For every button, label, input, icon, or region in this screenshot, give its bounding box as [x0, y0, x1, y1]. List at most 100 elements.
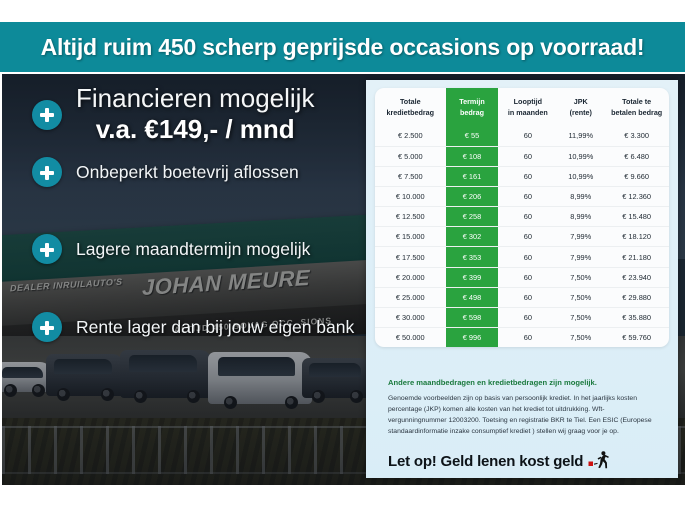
table-cell: € 2.500 [375, 126, 446, 147]
table-cell: € 23.940 [604, 267, 669, 288]
header-line-1: Totale [399, 97, 421, 106]
header-line-1: Termijn [459, 97, 485, 106]
table-cell: 60 [523, 333, 532, 343]
table-cell: € 55 [445, 126, 499, 147]
table-cell: € 206 [445, 186, 499, 208]
table-cell: € 10.000 [375, 186, 446, 208]
table-cell: 8,99% [557, 186, 605, 208]
table-cell: € 3.300 [604, 126, 669, 147]
table-cell: € 29.880 [604, 287, 669, 309]
header-line-1: JPK [573, 97, 588, 106]
table-cell: 60 [498, 226, 558, 248]
table-cell: € 161 [445, 166, 499, 187]
table-cell: € 598 [445, 307, 499, 329]
table-row: € 30.000 € 598 60 7,50% € 35.880 [375, 307, 669, 329]
table-row: € 2.500 € 55 60 11,99% € 3.300 [375, 126, 669, 147]
hero-line-2: v.a. €149,- / mnd [95, 113, 295, 144]
table-cell: € 21.180 [604, 246, 669, 268]
table-cell: € 12.500 [375, 206, 446, 228]
table-row: € 7.500 € 161 60 10,99% € 9.660 [375, 166, 669, 187]
header-line-2: in maanden [507, 108, 548, 118]
benefit-item-rente-lager: Rente lager dan bij jouw eigen bank [32, 312, 354, 342]
table-cell: 60 [498, 206, 558, 228]
table-cell: 60 [498, 186, 558, 208]
column-header-jpk: JPK (rente) [557, 88, 604, 126]
table-cell: 60 [498, 166, 558, 187]
table-cell: € 30.000 [375, 307, 446, 329]
table-row: € 50.000 € 996 60 7,50% € 59.760 [375, 327, 669, 348]
benefit-label: Onbeperkt boetevrij aflossen [76, 161, 299, 182]
hero-lines: Financieren mogelijk v.a. €149,- / mnd [76, 84, 314, 145]
benefit-item-onbeperkt-aflossen: Onbeperkt boetevrij aflossen [32, 157, 299, 187]
table-row: € 5.000 € 108 60 10,99% € 6.480 [375, 146, 669, 167]
table-cell: € 15.000 [375, 226, 446, 248]
table-cell: 7,50% [570, 333, 592, 343]
column-header-totale-kredietbedrag: Totale kredietbedrag [375, 88, 446, 126]
table-cell: 60 [498, 126, 558, 147]
plus-circle-icon [32, 312, 62, 342]
rate-table: Totale kredietbedrag Termijn bedrag Loop… [375, 88, 669, 348]
table-cell: 60 [498, 307, 558, 329]
column-header-looptijd: Looptijd in maanden [498, 88, 557, 126]
table-cell: 60 [498, 287, 558, 309]
credit-warning-text: Let op! Geld lenen kost geld [388, 452, 584, 470]
benefits-list: Onbeperkt boetevrij aflossen Lagere maan… [0, 0, 370, 411]
table-cell: € 59.760 [622, 333, 652, 343]
table-row: € 12.500 € 258 60 8,99% € 15.480 [375, 206, 669, 228]
running-man-icon [588, 451, 610, 469]
table-cell: € 5.000 [375, 146, 446, 167]
benefit-label: Lagere maandtermijn mogelijk [76, 238, 311, 259]
table-cell: 7,99% [557, 246, 605, 268]
table-cell: 7,50% [557, 307, 605, 329]
table-cell: € 15.480 [604, 206, 669, 228]
table-row: € 20.000 € 399 60 7,50% € 23.940 [375, 267, 669, 288]
table-cell: € 399 [445, 267, 499, 288]
table-row: € 15.000 € 302 60 7,99% € 18.120 [375, 226, 669, 248]
table-cell: 10,99% [557, 146, 605, 167]
rate-table-body: € 2.500 € 55 60 11,99% € 3.300 € 5.000 € 108 60… [375, 126, 669, 348]
header-line-2: betalen bedrag [611, 108, 663, 118]
table-cell: € 7.500 [375, 166, 446, 187]
table-cell: € 18.120 [604, 226, 669, 248]
table-cell: € 6.480 [604, 146, 669, 167]
headline-text: Altijd ruim 450 scherp geprijsde occasio… [40, 33, 645, 60]
table-cell: € 20.000 [375, 267, 446, 288]
column-header-termijn-bedrag: Termijn bedrag [445, 88, 499, 127]
column-header-totale-te-betalen: Totale te betalen bedrag [604, 88, 669, 126]
header-line-2: kredietbedrag [386, 108, 435, 118]
hero-financing-claim: Financieren mogelijk v.a. €149,- / mnd [32, 84, 314, 145]
table-cell: € 108 [445, 146, 499, 167]
rate-table-head: Totale kredietbedrag Termijn bedrag Loop… [375, 88, 669, 127]
table-cell: € 258 [445, 206, 499, 228]
benefit-item-lagere-maandtermijn: Lagere maandtermijn mogelijk [32, 234, 310, 264]
plus-circle-icon [32, 99, 62, 130]
plus-circle-icon [32, 234, 62, 264]
table-cell: 10,99% [557, 166, 605, 187]
table-cell: € 25.000 [375, 287, 446, 309]
table-cell: € 996 [445, 327, 499, 348]
table-row: € 25.000 € 498 60 7,50% € 29.880 [375, 287, 669, 309]
benefit-label: Rente lager dan bij jouw eigen bank [76, 316, 355, 337]
table-cell: € 353 [445, 246, 499, 268]
credit-warning: Let op! Geld lenen kost geld [388, 450, 610, 472]
table-row: € 17.500 € 353 60 7,99% € 21.180 [375, 246, 669, 268]
header-line-2: (rente) [569, 108, 592, 118]
table-cell: 8,99% [557, 206, 605, 228]
disclaimer-title: Andere maandbedragen en kredietbedragen … [388, 378, 597, 387]
table-cell: € 17.500 [375, 246, 446, 268]
table-cell: € 12.360 [604, 186, 669, 208]
hero-line-1: Financieren mogelijk [76, 83, 315, 113]
header-line-1: Looptijd [513, 97, 543, 106]
rate-table-container: Totale kredietbedrag Termijn bedrag Loop… [375, 88, 669, 348]
table-cell: 7,50% [557, 287, 605, 309]
table-cell: € 35.880 [604, 307, 669, 329]
table-cell: 7,50% [557, 267, 605, 288]
header-line-1: Totale te [622, 97, 652, 106]
rate-table-header-row: Totale kredietbedrag Termijn bedrag Loop… [375, 88, 669, 127]
plus-circle-icon [32, 157, 62, 187]
header-line-2: bedrag [460, 108, 484, 118]
table-cell: 60 [498, 146, 558, 167]
table-cell: € 9.660 [604, 166, 669, 187]
table-cell: € 50.000 [395, 333, 425, 343]
